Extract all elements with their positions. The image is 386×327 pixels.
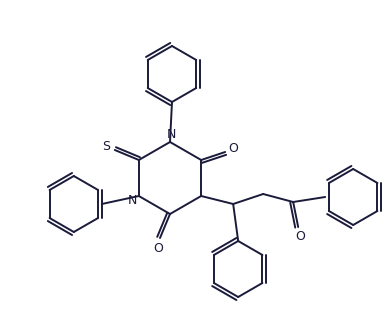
- Text: O: O: [153, 242, 163, 254]
- Text: O: O: [228, 142, 238, 154]
- Text: N: N: [128, 194, 137, 206]
- Text: N: N: [166, 129, 176, 142]
- Text: S: S: [102, 140, 110, 152]
- Text: O: O: [295, 231, 305, 244]
